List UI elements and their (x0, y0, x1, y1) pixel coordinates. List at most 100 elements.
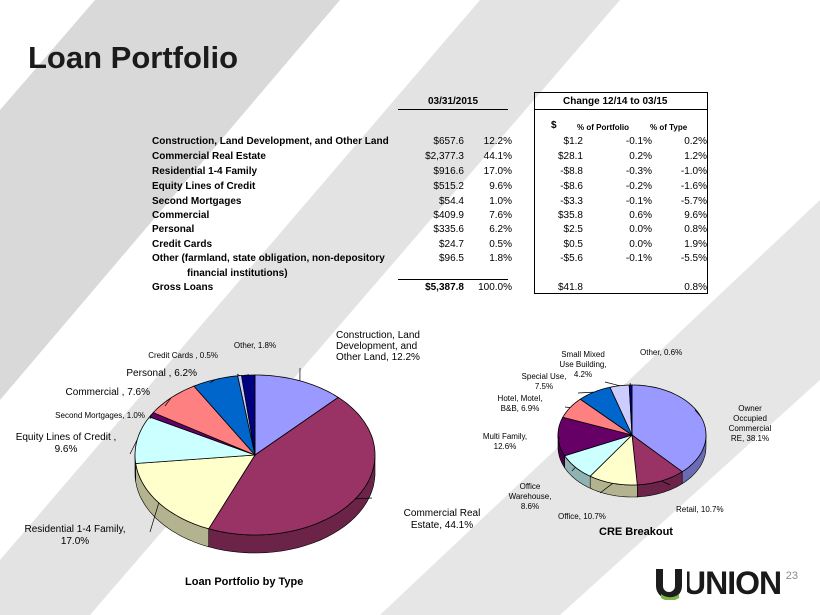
pie-leader-line (599, 483, 613, 494)
row-pct-type: 1.2% (684, 151, 707, 162)
loan-portfolio-pie-chart: Construction, Land Development, and Other … (16, 330, 480, 554)
row-pct: 9.6% (489, 181, 512, 192)
pie-leader-line (629, 382, 631, 386)
pie-slice-label: Commercial , 7.6% (66, 387, 151, 398)
total-amount: $5,387.8 (425, 282, 464, 293)
row-pct-portfolio: -0.3% (625, 166, 652, 177)
page-number: 23 (785, 570, 798, 582)
row-amount: $335.6 (433, 224, 464, 235)
header-change: Change 12/14 to 03/15 (563, 96, 668, 107)
pie-leader-line (571, 466, 576, 472)
row-pct-type: -5.5% (680, 253, 707, 264)
row-pct: 1.8% (489, 253, 512, 264)
pie-leader-line (149, 502, 160, 533)
row-pct: 7.6% (489, 210, 512, 221)
subheader-dollar: $ (551, 120, 557, 131)
row-change: -$8.8 (560, 166, 583, 177)
pie-leader-line (129, 439, 138, 455)
logo-text: UNION (683, 565, 782, 601)
row-label: Equity Lines of Credit (152, 181, 256, 192)
pie-slice-label: Office, 10.7% (558, 512, 606, 521)
row-amount: $54.4 (438, 196, 464, 207)
row-pct: 12.2% (483, 136, 512, 147)
row-pct: 1.0% (489, 196, 512, 207)
row-pct-portfolio: 0.0% (629, 239, 652, 250)
pie-slice-label: Retail, 10.7% (676, 505, 724, 514)
page-title: Loan Portfolio (28, 40, 239, 75)
header-date: 03/31/2015 (428, 96, 479, 107)
row-label: Construction, Land Development, and Othe… (152, 136, 389, 147)
row-pct-portfolio: -0.1% (625, 196, 652, 207)
subheader-pct-portfolio: % of Portfolio (577, 123, 629, 132)
row-pct-portfolio: -0.1% (625, 136, 652, 147)
change-box-left (534, 92, 535, 293)
total-pct: 100.0% (478, 282, 512, 293)
pie-slice-label: Special Use, 7.5% (522, 372, 567, 391)
pie-slice (609, 384, 633, 436)
row-amount: $96.5 (438, 253, 464, 264)
row-pct: 44.1% (483, 151, 512, 162)
pie-slice (631, 384, 707, 473)
row-pct-portfolio: -0.1% (625, 253, 652, 264)
row-amount: $409.9 (433, 210, 464, 221)
row-amount: $24.7 (438, 239, 464, 250)
row-pct-type: -1.0% (680, 166, 707, 177)
pie-slice-label: Office Warehouse, 8.6% (509, 482, 552, 511)
row-pct-type: 9.6% (684, 210, 707, 221)
row-change: $28.1 (557, 151, 583, 162)
pie-slice-label: Other, 1.8% (234, 341, 276, 350)
pie-slice-label: Other, 0.6% (640, 348, 682, 357)
total-rule-left (398, 279, 508, 280)
row-label: Commercial Real Estate (152, 151, 266, 162)
row-pct: 17.0% (483, 166, 512, 177)
pie-slice-label: Personal , 6.2% (126, 368, 197, 379)
pie-leader-line (564, 406, 571, 408)
pie1-title: Loan Portfolio by Type (185, 576, 304, 588)
row-label: Second Mortgages (152, 196, 242, 207)
row-pct-type: -5.7% (680, 196, 707, 207)
row-change: $2.5 (563, 224, 583, 235)
pie-leader-line (694, 409, 702, 418)
row-pct-type: 0.8% (684, 224, 707, 235)
row-label: Residential 1-4 Family (152, 166, 258, 177)
row-amount: $657.6 (433, 136, 464, 147)
total-change: $41.8 (557, 282, 583, 293)
pie2-title: CRE Breakout (599, 526, 673, 538)
row-label-continued: financial institutions) (187, 268, 288, 279)
pie-leader-line (577, 391, 595, 394)
row-pct-portfolio: 0.2% (629, 151, 652, 162)
total-label: Gross Loans (152, 282, 214, 293)
cre-breakout-pie-chart: Owner Occupied Commercial RE, 38.1% Retail, … (483, 348, 772, 521)
pie-slice-label: Second Mortgages, 1.0% (55, 411, 145, 420)
row-label: Commercial (152, 210, 210, 221)
row-label: Other (farmland, state obligation, non-d… (152, 253, 385, 264)
pie-slice-label: Small Mixed Use Building, 4.2% (559, 350, 606, 379)
change-box-top (534, 92, 708, 93)
row-change: $35.8 (557, 210, 583, 221)
row-label: Personal (152, 224, 195, 235)
row-change: -$3.3 (560, 196, 583, 207)
change-box-bottom (534, 293, 708, 294)
row-amount: $515.2 (433, 181, 464, 192)
row-change: -$5.6 (560, 253, 583, 264)
change-box-right (707, 92, 708, 293)
row-change: $1.2 (563, 136, 583, 147)
row-change: -$8.6 (560, 181, 583, 192)
row-amount: $2,377.3 (425, 151, 464, 162)
pie-leader-line (209, 379, 216, 384)
row-pct-type: -1.6% (680, 181, 707, 192)
pie-leader-line (164, 397, 172, 407)
pie-slice (152, 385, 256, 456)
row-pct-portfolio: -0.2% (625, 181, 652, 192)
pie-slice (564, 434, 633, 477)
subheader-pct-type: % of Type (650, 123, 688, 132)
row-label: Credit Cards (152, 239, 213, 250)
row-pct-type: 1.9% (684, 239, 707, 250)
pie-leader-line (236, 373, 240, 376)
row-pct-type: 0.2% (684, 136, 707, 147)
pie-slice-label: Equity Lines of Credit , 9.6% (16, 432, 117, 455)
pie-slice-label: Owner Occupied Commercial RE, 38.1% (729, 404, 772, 443)
row-pct: 0.5% (489, 239, 512, 250)
pie-slice-label: Hotel, Motel, B&B, 6.9% (498, 394, 543, 413)
pie-leader-line (661, 480, 671, 486)
